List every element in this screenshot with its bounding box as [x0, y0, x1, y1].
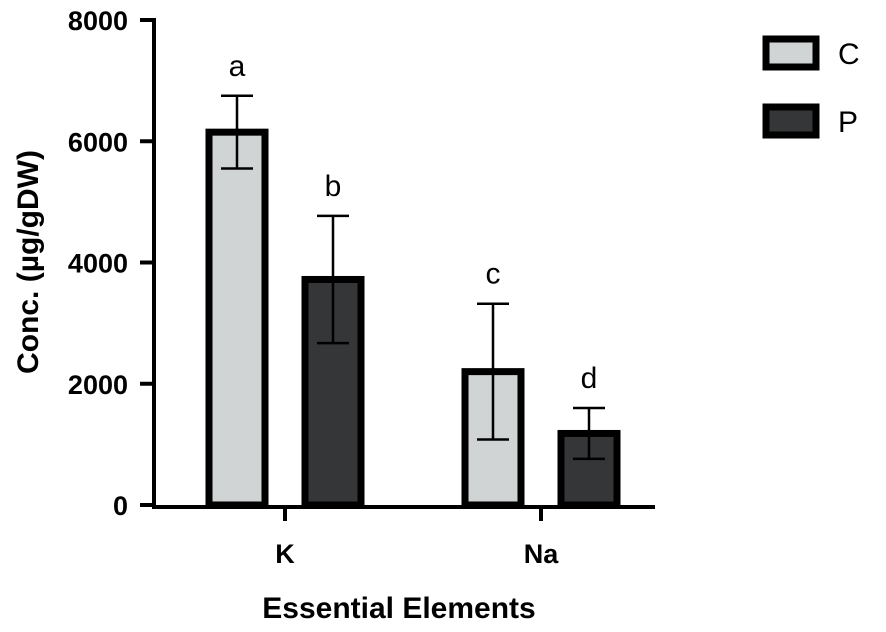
y-tick-label: 8000	[68, 6, 128, 36]
bars: a b c d	[205, 50, 621, 509]
y-tick-label: 6000	[68, 127, 128, 157]
significance-label: a	[229, 50, 246, 83]
y-axis-title: Conc. (µg/gDW)	[12, 150, 45, 374]
y-tick-label: 2000	[68, 370, 128, 400]
significance-label: b	[325, 170, 342, 203]
x-axis-tick-labels: K Na	[275, 507, 559, 569]
bar-P-Na	[557, 429, 621, 509]
y-tick-label: 0	[113, 491, 128, 521]
x-tick-label: K	[275, 539, 295, 569]
x-axis-title: Essential Elements	[262, 592, 535, 625]
significance-label: c	[486, 258, 501, 291]
bar-C-K	[205, 128, 269, 509]
y-tick-label: 4000	[68, 249, 128, 279]
legend-label: P	[838, 106, 858, 139]
x-tick-label: Na	[524, 539, 559, 569]
legend-swatch-C	[762, 35, 820, 71]
legend-swatch-P	[762, 103, 820, 139]
y-axis-ticks: 0 2000 4000 6000 8000	[68, 6, 154, 521]
legend: CP	[762, 35, 860, 139]
significance-label: d	[581, 362, 598, 395]
legend-label: C	[838, 38, 860, 71]
